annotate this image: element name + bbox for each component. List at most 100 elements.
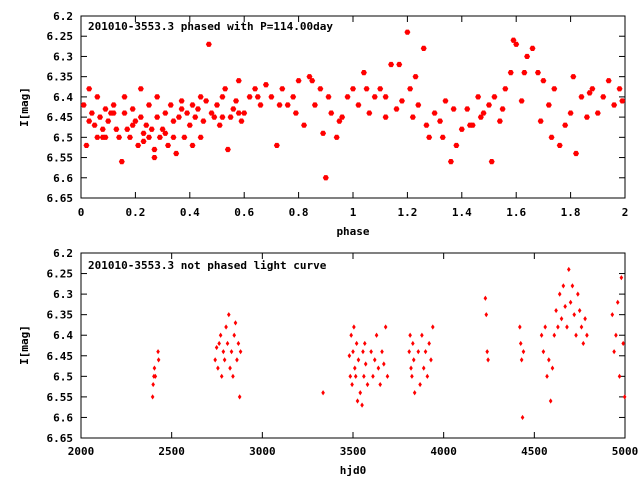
x-tick-label: 0.8 xyxy=(289,206,309,219)
y-tick-label: 6.45 xyxy=(47,350,74,363)
data-point xyxy=(238,118,245,124)
data-point xyxy=(219,114,226,120)
data-point xyxy=(167,102,174,108)
data-point xyxy=(350,381,354,388)
x-tick-label: 2 xyxy=(622,206,629,219)
data-point xyxy=(605,78,612,84)
unphased-axis-ticks xyxy=(80,252,626,439)
data-point xyxy=(388,61,395,68)
data-point xyxy=(353,373,358,379)
data-point xyxy=(612,349,616,355)
data-point xyxy=(221,349,226,355)
data-point xyxy=(227,114,234,120)
data-point xyxy=(219,373,224,379)
data-point xyxy=(486,357,490,363)
x-tick-label: 1.4 xyxy=(452,206,472,219)
data-point xyxy=(290,94,297,100)
data-point xyxy=(548,134,555,140)
data-point xyxy=(230,106,237,112)
data-point xyxy=(502,86,509,92)
data-point xyxy=(563,303,567,310)
data-point xyxy=(344,94,351,100)
data-point xyxy=(355,398,360,404)
data-point xyxy=(86,86,93,92)
data-point xyxy=(226,312,231,318)
data-point xyxy=(317,86,324,92)
data-point xyxy=(369,349,373,355)
data-point xyxy=(583,114,590,120)
data-point xyxy=(200,118,207,124)
data-point xyxy=(203,98,210,104)
data-point xyxy=(439,134,446,140)
data-point xyxy=(113,126,120,132)
data-point xyxy=(135,142,142,149)
x-tick-label: 0.4 xyxy=(180,206,200,219)
data-point xyxy=(225,340,230,347)
data-point xyxy=(484,312,489,318)
data-point xyxy=(137,114,144,120)
x-tick-label: 0.2 xyxy=(125,206,145,219)
data-point xyxy=(507,70,514,76)
data-point xyxy=(371,94,378,100)
data-point xyxy=(572,312,577,318)
data-point xyxy=(295,78,302,84)
phased-x-tick-labels: 0 0.2 0.4 0.6 0.8 1 1.2 1.4 1.6 1.8 2 xyxy=(78,206,629,219)
phased-axis-ticks xyxy=(80,15,626,199)
unphased-x-tick-labels: 2000 2500 3000 3500 4000 4500 5000 xyxy=(68,445,639,458)
data-point xyxy=(143,122,150,128)
data-point xyxy=(407,349,412,355)
data-point xyxy=(519,357,524,363)
data-point xyxy=(557,291,562,297)
y-tick-label: 6.65 xyxy=(47,432,74,445)
data-point xyxy=(518,98,525,104)
data-point xyxy=(583,316,587,322)
data-point xyxy=(410,373,414,379)
data-point xyxy=(224,146,231,153)
data-point xyxy=(351,349,355,355)
data-point xyxy=(426,134,433,140)
data-point xyxy=(551,86,558,92)
data-point xyxy=(348,373,353,379)
data-point xyxy=(237,394,242,400)
data-point xyxy=(425,373,430,379)
data-point xyxy=(363,361,368,367)
data-point xyxy=(396,61,403,68)
data-point xyxy=(567,110,574,116)
y-tick-label: 6.35 xyxy=(47,309,74,322)
data-point xyxy=(382,361,386,367)
x-tick-label: 1.8 xyxy=(561,206,581,219)
data-point xyxy=(529,45,536,51)
data-point xyxy=(556,324,560,330)
data-point xyxy=(126,134,133,140)
y-tick-label: 6.6 xyxy=(53,411,73,424)
data-point xyxy=(350,86,356,92)
data-point xyxy=(124,126,131,132)
data-point xyxy=(184,110,191,116)
y-tick-label: 6.45 xyxy=(47,111,74,124)
data-point xyxy=(118,159,125,165)
data-point xyxy=(565,324,569,330)
data-point xyxy=(573,150,580,157)
data-point xyxy=(235,110,242,116)
y-tick-label: 6.5 xyxy=(53,370,73,383)
data-point xyxy=(464,106,471,112)
x-tick-label: 0 xyxy=(78,206,85,219)
y-tick-label: 6.2 xyxy=(53,247,73,260)
data-point xyxy=(257,102,264,108)
data-point xyxy=(541,349,546,355)
data-point xyxy=(246,94,253,100)
data-point xyxy=(621,340,625,347)
x-tick-label: 4500 xyxy=(521,445,548,458)
data-point xyxy=(518,324,522,330)
data-point xyxy=(437,118,444,124)
data-point xyxy=(622,394,627,400)
data-point xyxy=(229,349,234,355)
data-point xyxy=(148,126,155,132)
x-tick-label: 3500 xyxy=(340,445,367,458)
data-point xyxy=(320,130,327,136)
data-point xyxy=(550,365,555,371)
data-point xyxy=(418,381,422,388)
data-point xyxy=(86,118,93,124)
data-point xyxy=(321,390,325,396)
data-point xyxy=(235,357,239,363)
